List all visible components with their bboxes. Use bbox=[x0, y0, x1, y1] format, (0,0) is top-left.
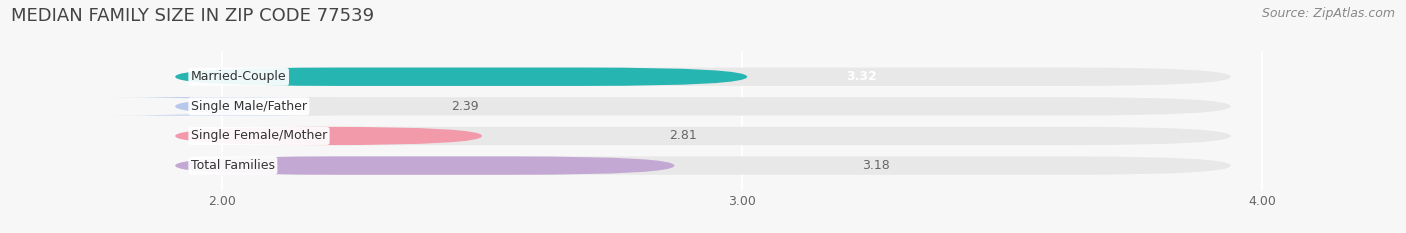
Text: 3.18: 3.18 bbox=[862, 159, 890, 172]
Text: Single Male/Father: Single Male/Father bbox=[191, 100, 307, 113]
FancyBboxPatch shape bbox=[176, 97, 1230, 116]
Text: 2.39: 2.39 bbox=[451, 100, 478, 113]
FancyBboxPatch shape bbox=[176, 127, 482, 145]
Text: 3.32: 3.32 bbox=[846, 70, 877, 83]
Text: Total Families: Total Families bbox=[191, 159, 274, 172]
FancyBboxPatch shape bbox=[176, 127, 1230, 145]
FancyBboxPatch shape bbox=[103, 97, 336, 116]
Text: Source: ZipAtlas.com: Source: ZipAtlas.com bbox=[1261, 7, 1395, 20]
Text: Single Female/Mother: Single Female/Mother bbox=[191, 130, 328, 142]
FancyBboxPatch shape bbox=[176, 68, 747, 86]
Text: Married-Couple: Married-Couple bbox=[191, 70, 287, 83]
FancyBboxPatch shape bbox=[176, 156, 675, 175]
FancyBboxPatch shape bbox=[176, 68, 1230, 86]
Text: MEDIAN FAMILY SIZE IN ZIP CODE 77539: MEDIAN FAMILY SIZE IN ZIP CODE 77539 bbox=[11, 7, 374, 25]
FancyBboxPatch shape bbox=[176, 156, 1230, 175]
Text: 2.81: 2.81 bbox=[669, 130, 697, 142]
